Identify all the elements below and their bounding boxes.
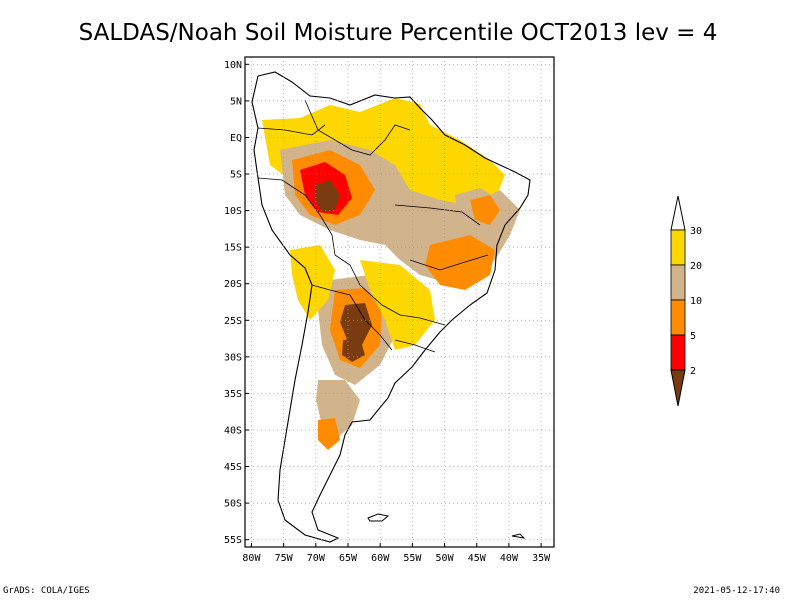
islands bbox=[367, 513, 526, 539]
footer-timestamp: 2021-05-12-17:40 bbox=[693, 586, 780, 596]
lon-tick-label: 80W bbox=[242, 553, 261, 564]
lat-tick-label: 5N bbox=[230, 96, 242, 107]
legend-label: 2 bbox=[690, 366, 696, 377]
lat-tick-label: 20S bbox=[224, 279, 242, 290]
footer-credit: GrADS: COLA/IGES bbox=[3, 586, 90, 596]
lat-tick-label: 10N bbox=[224, 60, 242, 71]
lat-tick-label: 50S bbox=[224, 499, 242, 510]
lon-tick-label: 45W bbox=[468, 553, 487, 564]
lat-tick-label: 55S bbox=[224, 535, 242, 546]
legend-color-segment bbox=[670, 334, 686, 371]
lon-tick-label: 40W bbox=[500, 553, 519, 564]
lon-tick-label: 60W bbox=[371, 553, 390, 564]
legend-label: 20 bbox=[690, 261, 702, 272]
lat-tick-label: 35S bbox=[224, 389, 242, 400]
soil-moisture-shading bbox=[262, 98, 520, 450]
lat-tick-label: 40S bbox=[224, 425, 242, 436]
lon-tick-label: 75W bbox=[275, 553, 294, 564]
lon-tick-label: 70W bbox=[307, 553, 326, 564]
legend-over-triangle bbox=[670, 195, 686, 231]
lat-tick-label: 30S bbox=[224, 352, 242, 363]
legend-color-segment bbox=[670, 229, 686, 266]
lat-tick-label: 5S bbox=[230, 170, 242, 181]
longitude-tick-labels: 80W 75W 70W 65W 60W 55W 50W 45W 40W 35W bbox=[242, 543, 551, 564]
legend-label: 30 bbox=[690, 226, 702, 237]
lon-tick-label: 65W bbox=[339, 553, 358, 564]
lon-tick-label: 55W bbox=[403, 553, 422, 564]
country-borders bbox=[257, 99, 489, 353]
legend-label: 5 bbox=[690, 331, 696, 342]
lon-tick-label: 35W bbox=[532, 553, 551, 564]
legend-label: 10 bbox=[690, 296, 702, 307]
lat-tick-label: 45S bbox=[224, 462, 242, 473]
lat-tick-label: 15S bbox=[224, 243, 242, 254]
legend-under-triangle bbox=[670, 369, 686, 407]
lat-tick-label: EQ bbox=[230, 133, 242, 144]
color-legend: 30 20 10 5 2 bbox=[670, 195, 702, 407]
legend-color-segment bbox=[670, 264, 686, 301]
lat-tick-label: 10S bbox=[224, 206, 242, 217]
south-america-outline bbox=[251, 71, 531, 543]
map-title: SALDAS/Noah Soil Moisture Percentile OCT… bbox=[79, 20, 718, 46]
map-gridlines bbox=[245, 57, 554, 547]
map-frame bbox=[244, 56, 555, 548]
lat-tick-label: 25S bbox=[224, 316, 242, 327]
legend-color-segment bbox=[670, 299, 686, 336]
latitude-tick-labels: 10N 5N EQ 5S 10S 15S 20S 25S 30S 35S 40S 45S 50S 55S bbox=[224, 60, 249, 546]
lon-tick-label: 50W bbox=[436, 553, 455, 564]
map-plot-area: 10N5NEQ5S10S15S20S25S30S35S40S45S50S55S … bbox=[224, 56, 555, 564]
